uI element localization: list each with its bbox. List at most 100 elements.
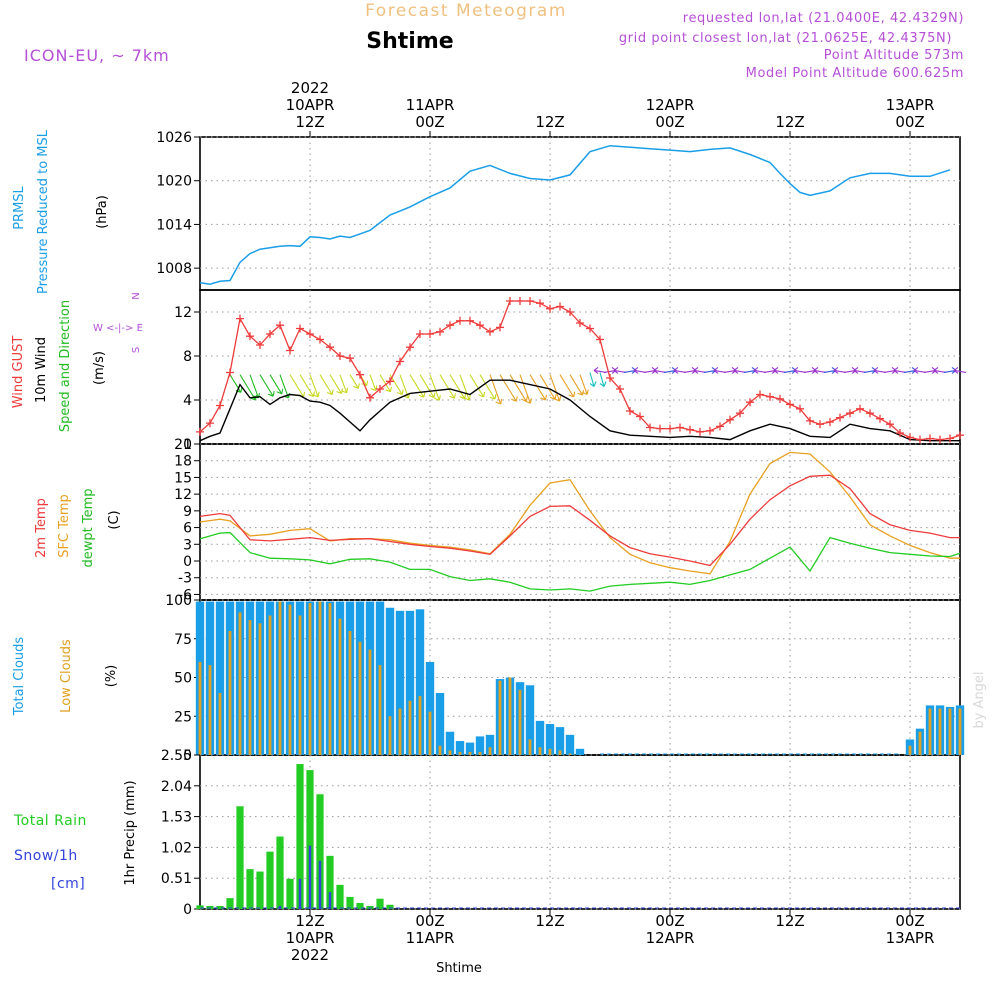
total-rain-label: Total Rain [13, 813, 87, 829]
wind-direction-arrow [249, 374, 261, 399]
y-tick-label: -3 [178, 571, 192, 587]
model-point-altitude: Model Point Altitude 600.625m [746, 66, 964, 81]
total-cloud-bar [565, 734, 575, 755]
low-cloud-bar [478, 751, 482, 755]
rain-bar [366, 905, 374, 909]
panel-frames [199, 136, 961, 910]
y-tick-label: 1008 [156, 261, 192, 277]
wind-direction-arrow [429, 374, 441, 401]
location-title: Shtime [366, 29, 453, 54]
total-cloud-bar [485, 734, 495, 755]
bottom-axis-label: 12APR [646, 929, 695, 947]
low-cloud-bar [958, 708, 962, 755]
wind-direction-arrow [589, 372, 597, 387]
gust-marker [946, 434, 954, 443]
wind-speed-line [199, 379, 960, 442]
top-axis-label: 2022 [291, 79, 329, 97]
top-axis-label: 12Z [295, 113, 324, 131]
gust-marker [836, 413, 844, 422]
compass-north: N [131, 292, 142, 299]
low-cloud-bar [298, 615, 302, 755]
wind-direction-arrow [559, 374, 576, 398]
low-cloud-bar [318, 601, 322, 755]
gust-marker [246, 332, 254, 341]
gust-marker [626, 407, 634, 415]
bottom-axis-label: 12Z [535, 912, 564, 930]
gust-marker [476, 321, 484, 330]
gust-marker [826, 418, 834, 426]
low-cloud-bar [918, 731, 922, 755]
gust-marker [536, 299, 544, 308]
gust-marker [906, 433, 914, 442]
wind-direction-arrow [369, 374, 378, 391]
gust-marker [816, 420, 824, 429]
gust-marker [416, 330, 424, 338]
rain-bar [206, 905, 214, 909]
pressure-frame [199, 136, 961, 291]
y-tick-label: 9 [183, 504, 192, 520]
y-tick-label: 1026 [156, 130, 192, 146]
rain-bar [236, 806, 244, 909]
dewpt-temp-label: dewpt Temp [81, 488, 96, 567]
gust-marker [726, 415, 734, 424]
cloud-bars [195, 601, 965, 755]
rain-bar [306, 770, 314, 909]
total-cloud-bar [535, 720, 545, 755]
low-cloud-bar [198, 662, 202, 755]
dewpoint-line [199, 531, 961, 592]
wind-gust-markers [196, 297, 964, 444]
top-axis-label: 00Z [655, 113, 684, 131]
rain-bar [216, 905, 224, 909]
total-cloud-bar [395, 610, 405, 755]
gust-marker [396, 357, 404, 366]
total-cloud-bar [385, 607, 395, 755]
total-cloud-bar [445, 731, 455, 755]
total-cloud-bar [475, 736, 485, 755]
y-tick-label: 2.55 [161, 748, 192, 764]
total-cloud-bar [435, 693, 445, 755]
wind-10m-label: 10m Wind [34, 337, 49, 403]
wind-direction-arrow [409, 374, 426, 398]
wind-direction-arrow [599, 372, 607, 387]
y-tick-label: 25 [174, 709, 192, 725]
gust-marker [866, 409, 874, 418]
wind-direction-arrow [339, 374, 349, 394]
low-cloud-bar [388, 716, 392, 755]
gust-marker [356, 370, 364, 379]
top-axis-label: 12Z [775, 113, 804, 131]
wind-direction-arrow [299, 374, 315, 398]
rain-bar [346, 896, 354, 909]
grid-point-coordinates: grid point closest lon,lat (21.0625E, 42… [619, 31, 952, 46]
gust-marker [896, 429, 904, 437]
rain-bar [226, 898, 234, 909]
gust-marker [386, 377, 394, 386]
low-cloud-bar [238, 612, 242, 755]
rain-bar [196, 905, 204, 909]
precip-panel: 2.55 2.04 1.53 1.02 0.51 0 Total Rain Snow/1h… [13, 748, 960, 918]
top-axis-label: 13APR [886, 96, 935, 114]
wind-direction-arrow [953, 366, 967, 374]
wind-direction-arrow [419, 374, 436, 399]
low-cloud-bar [948, 708, 952, 755]
total-cloud-bar [555, 727, 565, 755]
top-axis-label: 11APR [406, 96, 455, 114]
credit-watermark: by Angel [972, 671, 987, 728]
bottom-axis-label: 00Z [415, 912, 444, 930]
wind-direction-arrow [579, 374, 589, 395]
gust-marker [736, 409, 744, 418]
total-cloud-bar [415, 609, 425, 755]
snow-bar [328, 892, 332, 909]
model-label: ICON-EU, ~ 7km [24, 46, 170, 65]
pressure-gridlines [194, 136, 960, 290]
low-cloud-bar [278, 601, 282, 755]
gust-marker [506, 297, 514, 305]
gust-marker [856, 404, 864, 413]
wind-direction-arrow [459, 374, 471, 401]
wind-gridlines [194, 290, 960, 445]
top-axis-label: 00Z [895, 113, 924, 131]
y-tick-label: 0.51 [161, 871, 192, 887]
y-tick-label: 1014 [156, 217, 192, 233]
low-cloud-bar [558, 750, 562, 755]
